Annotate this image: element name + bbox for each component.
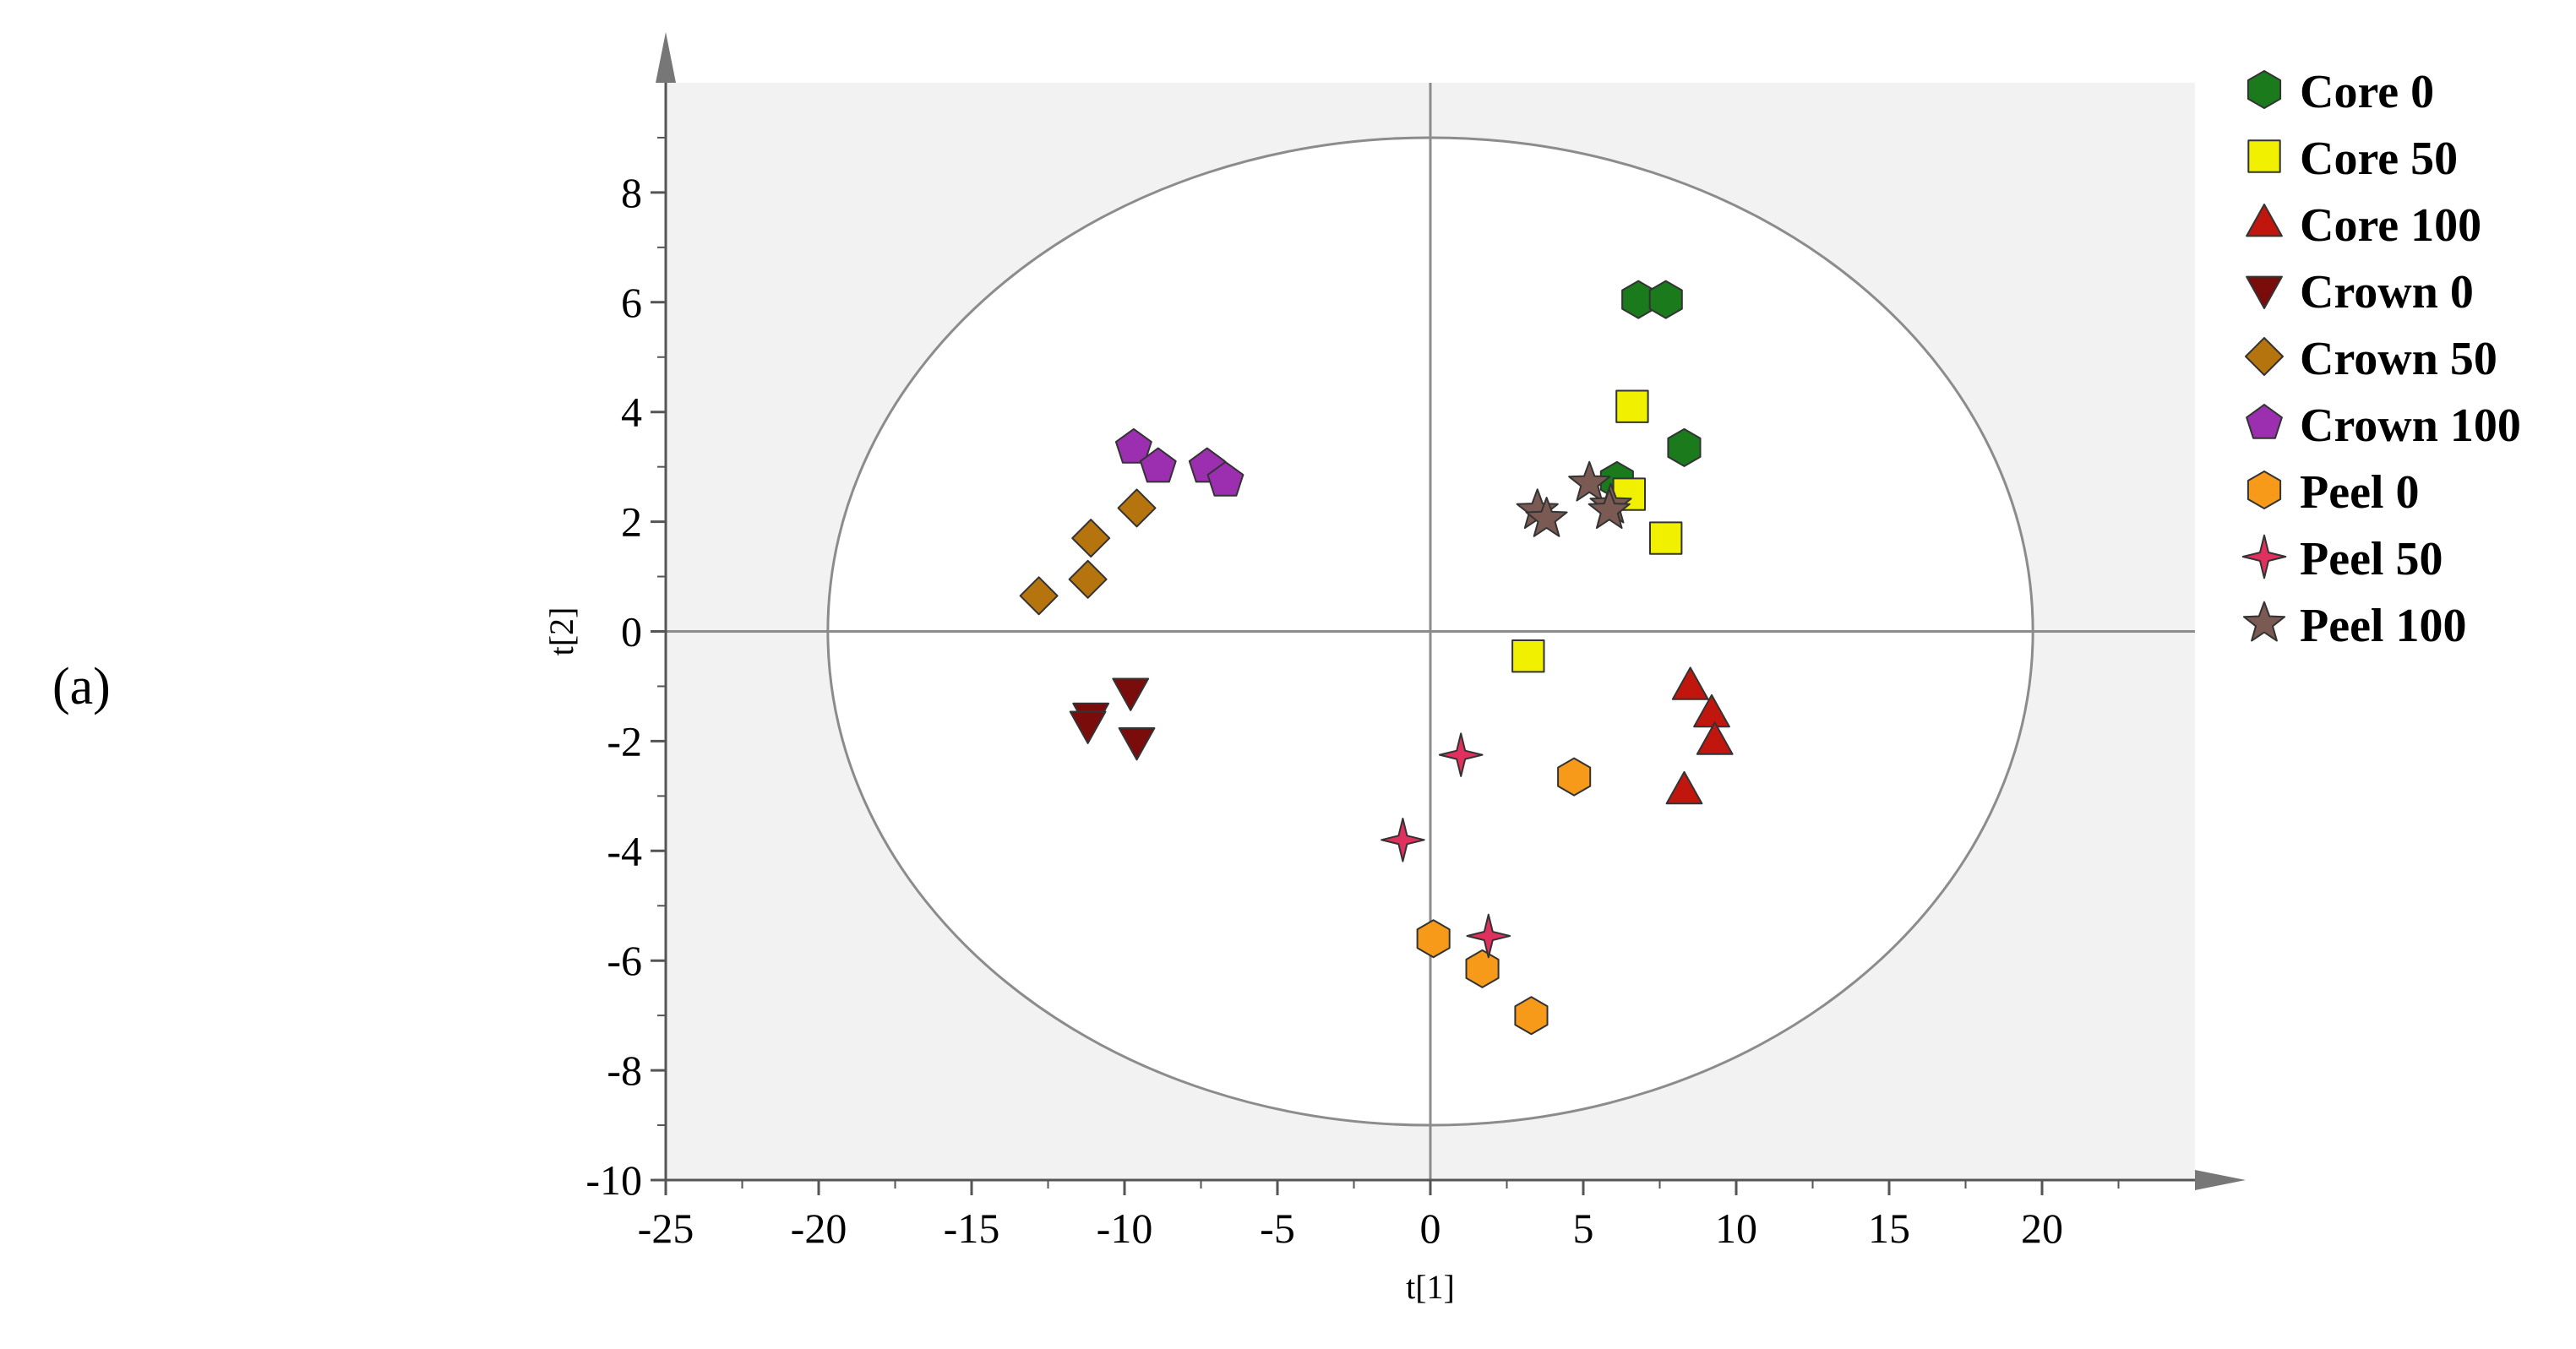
legend-label: Crown 0 <box>2300 266 2474 318</box>
data-point <box>1525 497 1568 537</box>
data-point <box>1514 996 1549 1036</box>
series-crown-50 <box>1019 488 1157 616</box>
y-tick-label: -2 <box>607 717 642 764</box>
data-point <box>1438 732 1484 777</box>
legend-label: Peel 50 <box>2300 533 2443 585</box>
data-point <box>1588 488 1631 530</box>
x-tick-label: 15 <box>1868 1205 1910 1252</box>
legend-item: Core 0 <box>2247 66 2434 118</box>
x-tick-label: 10 <box>1715 1205 1757 1252</box>
x-tick-label: -15 <box>944 1205 1000 1252</box>
data-point <box>1068 559 1108 599</box>
x-tick-label: -10 <box>1097 1205 1153 1252</box>
y-tick-label: 4 <box>621 389 642 436</box>
y-tick-label: 0 <box>621 608 642 655</box>
legend-item: Crown 0 <box>2246 266 2474 318</box>
legend-label: Crown 100 <box>2300 400 2521 452</box>
data-point <box>1112 677 1150 711</box>
legend-label: Peel 100 <box>2300 600 2466 652</box>
legend-marker-icon <box>2241 534 2287 579</box>
legend-marker-icon <box>2246 204 2283 237</box>
data-point <box>1114 427 1152 464</box>
x-tick-label: -25 <box>638 1205 694 1252</box>
legend-item: Core 100 <box>2246 199 2481 252</box>
data-point <box>1665 770 1703 805</box>
legend-marker-icon <box>2246 275 2283 309</box>
y-tick-label: 8 <box>621 169 642 216</box>
legend-marker-icon <box>2245 337 2284 376</box>
data-point <box>1381 818 1425 862</box>
y-axis-title: t[2] <box>542 607 580 656</box>
data-point <box>1615 389 1649 423</box>
series-core-100 <box>1665 666 1734 805</box>
x-tick-label: -5 <box>1260 1205 1295 1252</box>
y-axis-arrow-icon <box>656 32 676 83</box>
data-point <box>1019 576 1059 616</box>
data-point <box>1416 919 1451 959</box>
legend-item: Crown 100 <box>2246 400 2521 452</box>
data-point <box>1466 913 1511 959</box>
y-tick-label: -10 <box>585 1156 642 1204</box>
series-peel-100 <box>1516 460 1632 537</box>
y-tick-label: -8 <box>607 1047 642 1094</box>
legend-label: Crown 50 <box>2300 333 2497 385</box>
legend-label: Core 50 <box>2300 133 2458 185</box>
x-tick-label: -20 <box>791 1205 847 1252</box>
y-tick-label: 2 <box>621 498 642 546</box>
x-axis-arrow-icon <box>2195 1170 2246 1190</box>
data-point <box>1511 639 1545 673</box>
y-tick-label: 6 <box>621 279 642 326</box>
data-point <box>1648 280 1683 319</box>
legend-label: Core 100 <box>2300 199 2481 252</box>
data-point <box>1649 521 1683 555</box>
series-crown-0 <box>1069 677 1156 761</box>
data-point <box>1667 427 1702 467</box>
data-point <box>1465 949 1500 988</box>
data-point <box>1069 710 1107 744</box>
legend-marker-icon <box>2246 404 2283 439</box>
data-point <box>1206 460 1244 497</box>
data-point <box>1557 757 1592 797</box>
series-crown-100 <box>1114 427 1244 497</box>
y-tick-label: -6 <box>607 937 642 984</box>
legend-label: Peel 0 <box>2300 466 2419 519</box>
data-point <box>1671 666 1709 700</box>
data-point <box>1696 721 1734 755</box>
y-tick-label: -4 <box>607 827 642 874</box>
data-point <box>1118 727 1156 761</box>
data-point <box>1071 519 1111 558</box>
legend-item: Crown 50 <box>2245 333 2497 385</box>
series-peel-50 <box>1381 732 1511 959</box>
legend-item: Core 50 <box>2247 133 2458 185</box>
panel-label: (a) <box>52 658 111 715</box>
data-point <box>1117 488 1157 528</box>
legend-label: Core 0 <box>2300 66 2434 118</box>
legend-marker-icon <box>2247 139 2281 173</box>
x-tick-label: 0 <box>1420 1205 1441 1252</box>
legend: Core 0 Core 50 Core 100 Crown 0 Crown 50 Crow… <box>2241 66 2521 652</box>
data-point <box>1139 447 1177 483</box>
series-peel-0 <box>1416 757 1592 1036</box>
data-points <box>1019 280 1734 1036</box>
legend-marker-icon <box>2242 601 2286 642</box>
legend-item: Peel 50 <box>2241 533 2443 585</box>
x-axis-title: t[1] <box>1406 1268 1455 1306</box>
data-point <box>1568 460 1611 502</box>
legend-marker-icon <box>2247 471 2282 509</box>
legend-marker-icon <box>2247 70 2282 109</box>
x-tick-label: 20 <box>2021 1205 2063 1252</box>
legend-item: Peel 100 <box>2242 600 2466 652</box>
legend-item: Peel 0 <box>2247 466 2419 519</box>
x-tick-label: 5 <box>1573 1205 1594 1252</box>
